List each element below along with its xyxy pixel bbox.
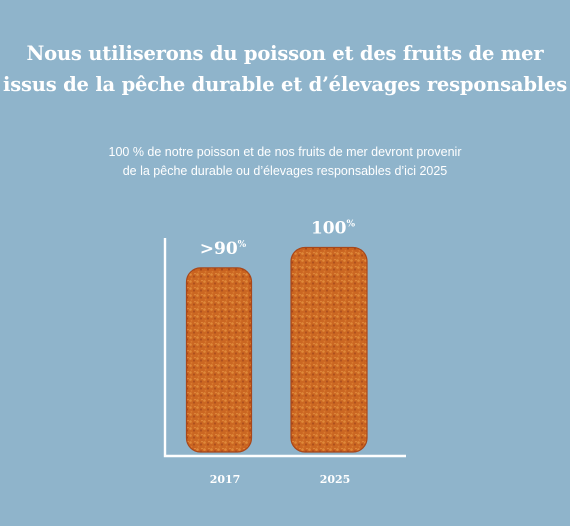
value-label-2017: >90%	[200, 239, 247, 259]
category-label-2017: 2017	[210, 473, 241, 486]
bar-2025	[290, 246, 368, 453]
chart-title: Nous utiliserons du poisson et des fruit…	[0, 38, 570, 100]
chart-subtitle: 100 % de notre poisson et de nos fruits …	[0, 143, 570, 181]
bar-highlight-2017	[189, 270, 249, 449]
value-label-2025: 100%	[311, 218, 356, 238]
chart-title-line-2: issus de la pêche durable et d’élevages …	[3, 73, 567, 96]
chart-title-line-1: Nous utiliserons du poisson et des fruit…	[26, 42, 544, 65]
category-label-2025: 2025	[320, 473, 351, 486]
bar-2017	[185, 267, 253, 453]
bar-highlight-2025	[294, 250, 364, 449]
chart-axes	[163, 238, 406, 458]
chart-subtitle-line-2: de la pêche durable ou d’élevages respon…	[122, 164, 448, 178]
chart-subtitle-line-1: 100 % de notre poisson et de nos fruits …	[108, 145, 462, 159]
